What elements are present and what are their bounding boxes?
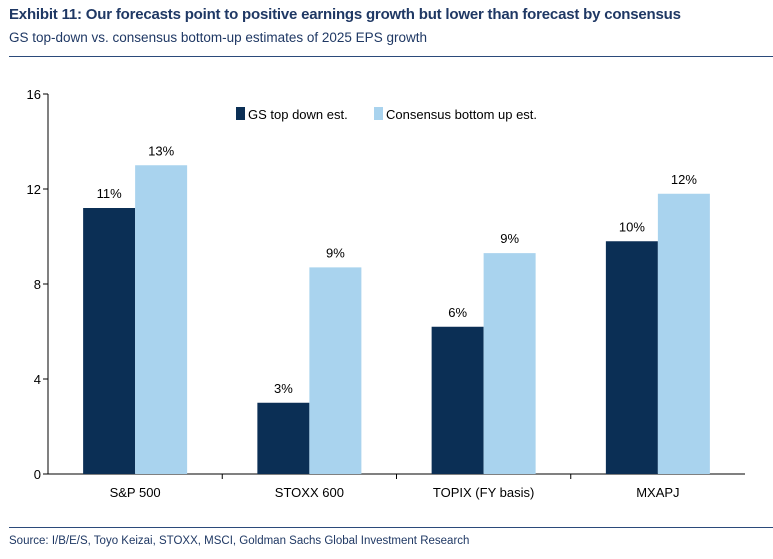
- source-note: Source: I/B/E/S, Toyo Keizai, STOXX, MSC…: [9, 535, 470, 547]
- bar-chart: 0 4 8 12 16 11% 13% S&P 500 3% 9% STOXX 600 6% 9% TOP…: [27, 87, 745, 500]
- legend-gs-label: GS top down est.: [248, 107, 348, 122]
- y-tick-label: 8: [34, 277, 41, 292]
- chart-title: Exhibit 11: Our forecasts point to posit…: [9, 6, 681, 23]
- bottom-divider: [9, 527, 773, 528]
- legend-consensus-swatch: [374, 107, 383, 120]
- category-label: STOXX 600: [275, 485, 344, 500]
- data-label: 6%: [448, 305, 467, 320]
- y-tick-label: 0: [34, 467, 41, 482]
- category-label: MXAPJ: [636, 485, 679, 500]
- data-label: 9%: [500, 231, 519, 246]
- bar-gs: [257, 402, 310, 474]
- y-tick-label: 16: [27, 87, 41, 102]
- data-label: 11%: [97, 186, 122, 201]
- bar-gs: [605, 241, 658, 474]
- y-tick-label: 12: [27, 182, 41, 197]
- data-label: 12%: [671, 172, 697, 187]
- data-label: 13%: [148, 143, 174, 158]
- bar-consensus: [309, 267, 362, 474]
- bar-consensus: [135, 165, 188, 474]
- bar-consensus: [483, 253, 536, 474]
- bar-gs: [83, 208, 136, 474]
- legend-gs-swatch: [236, 107, 245, 120]
- bar-gs: [431, 326, 484, 474]
- top-divider: [9, 56, 773, 57]
- y-tick-label: 4: [34, 372, 41, 387]
- data-label: 10%: [619, 219, 645, 234]
- legend-consensus-label: Consensus bottom up est.: [386, 107, 537, 122]
- bar-consensus: [657, 193, 710, 474]
- chart-subtitle: GS top-down vs. consensus bottom-up esti…: [9, 30, 427, 45]
- category-label: S&P 500: [110, 485, 161, 500]
- category-label: TOPIX (FY basis): [433, 485, 534, 500]
- data-label: 3%: [274, 381, 293, 396]
- data-label: 9%: [326, 245, 345, 260]
